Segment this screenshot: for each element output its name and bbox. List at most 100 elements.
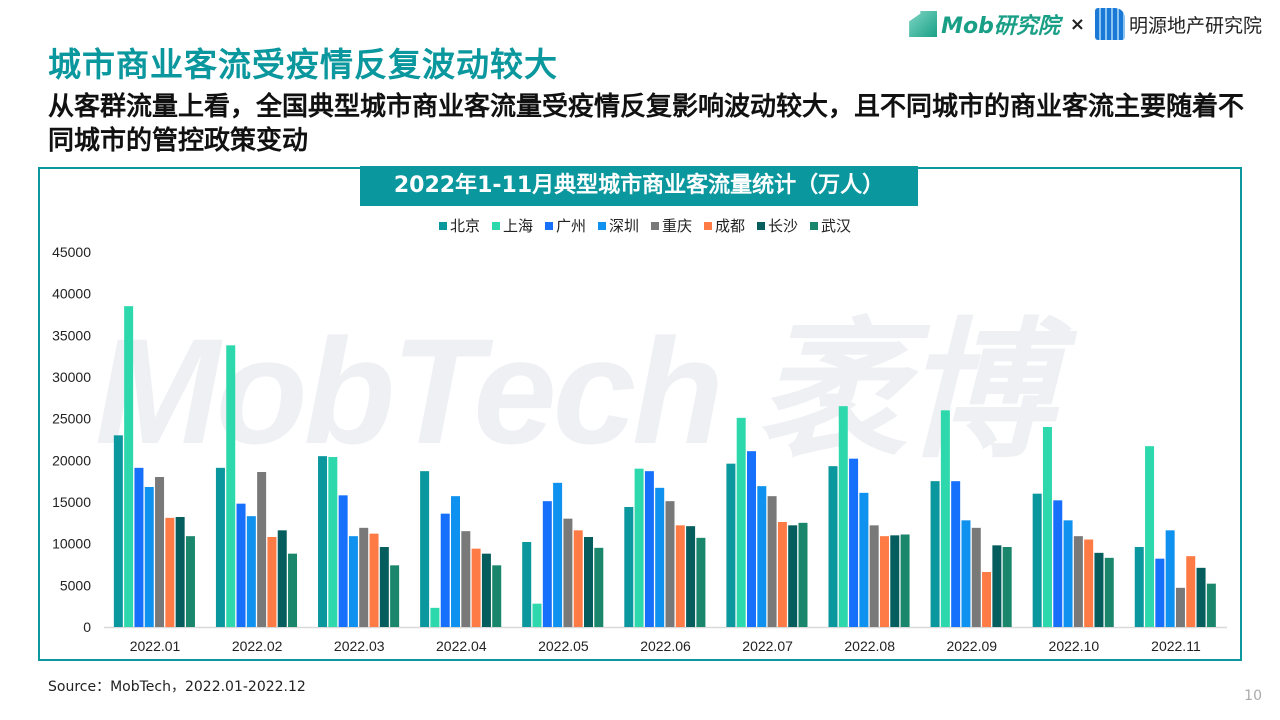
- legend-label: 上海: [502, 217, 533, 235]
- legend-swatch: [438, 221, 447, 230]
- legend-label: 重庆: [662, 217, 693, 235]
- legend-item: 上海: [491, 215, 533, 236]
- bar-广州: [746, 451, 756, 627]
- legend-label: 武汉: [821, 217, 852, 235]
- bar-深圳: [961, 520, 971, 627]
- bar-上海: [1042, 427, 1052, 627]
- y-tick-label: 0: [83, 619, 91, 635]
- bar-北京: [318, 456, 328, 627]
- bar-重庆: [1073, 536, 1083, 627]
- legend-item: 重庆: [651, 215, 692, 236]
- bar-广州: [542, 501, 552, 627]
- page-number: 10: [1244, 688, 1262, 704]
- legend-swatch: [491, 221, 500, 230]
- bar-北京: [1134, 547, 1144, 627]
- bar-武汉: [288, 553, 298, 627]
- x-tick-label: 2022.02: [232, 638, 283, 654]
- bar-上海: [226, 345, 236, 627]
- legend-label: 深圳: [608, 217, 639, 235]
- bar-长沙: [481, 553, 491, 627]
- bar-北京: [1032, 493, 1042, 627]
- bar-上海: [736, 417, 746, 627]
- x-tick-label: 2022.04: [436, 638, 487, 654]
- legend-item: 成都: [704, 215, 745, 236]
- legend-label: 成都: [715, 217, 746, 235]
- bar-武汉: [900, 534, 910, 627]
- bar-重庆: [563, 518, 573, 627]
- bar-广州: [644, 471, 654, 627]
- bar-重庆: [257, 472, 267, 627]
- bar-北京: [726, 463, 736, 627]
- bar-广州: [951, 481, 961, 627]
- bar-上海: [1145, 446, 1155, 627]
- bar-成都: [369, 533, 379, 627]
- bar-成都: [267, 537, 277, 627]
- y-tick-label: 20000: [52, 452, 91, 468]
- bar-重庆: [1175, 587, 1185, 627]
- bar-北京: [420, 471, 430, 627]
- logo-separator: ×: [1069, 13, 1085, 35]
- bar-成都: [879, 536, 889, 627]
- bar-重庆: [461, 531, 471, 627]
- bar-武汉: [798, 522, 808, 627]
- mob-logo-text: Mob研究院: [941, 14, 1060, 39]
- bar-成都: [982, 572, 992, 627]
- bar-成都: [165, 517, 175, 627]
- legend-label: 长沙: [768, 217, 799, 235]
- bar-重庆: [359, 527, 369, 627]
- bar-重庆: [767, 496, 777, 627]
- bar-武汉: [594, 547, 604, 627]
- bar-北京: [828, 466, 838, 627]
- bar-广州: [849, 458, 859, 627]
- y-tick-label: 30000: [52, 369, 91, 385]
- legend-swatch: [810, 221, 819, 230]
- y-tick-label: 25000: [52, 411, 91, 427]
- bar-上海: [124, 306, 134, 627]
- bar-重庆: [971, 527, 981, 627]
- bar-北京: [215, 467, 225, 627]
- bar-武汉: [1104, 557, 1114, 627]
- bar-北京: [624, 507, 634, 627]
- bar-长沙: [1094, 552, 1104, 627]
- bar-上海: [430, 607, 440, 627]
- page-title: 城市商业客流受疫情反复波动较大: [48, 45, 558, 84]
- y-tick-label: 10000: [52, 536, 91, 552]
- bar-上海: [940, 410, 950, 627]
- y-tick-label: 45000: [52, 244, 91, 260]
- bar-武汉: [696, 537, 706, 627]
- bar-成都: [573, 530, 583, 627]
- bar-深圳: [348, 536, 358, 627]
- legend-swatch: [651, 221, 659, 230]
- legend-item: 长沙: [757, 215, 798, 236]
- bar-长沙: [379, 547, 389, 627]
- y-tick-label: 5000: [60, 577, 91, 593]
- bar-长沙: [788, 525, 798, 627]
- bar-重庆: [665, 501, 675, 627]
- bar-长沙: [890, 535, 900, 627]
- mob-logo: Mob研究院: [909, 8, 1060, 40]
- partner-logo-text: 明源地产研究院: [1128, 14, 1262, 37]
- bar-长沙: [584, 537, 594, 627]
- source-note: Source：MobTech，2022.01-2022.12: [48, 679, 306, 695]
- x-tick-label: 2022.01: [130, 638, 181, 654]
- bar-北京: [522, 542, 532, 627]
- x-tick-label: 2022.11: [1151, 638, 1201, 654]
- bar-重庆: [869, 525, 879, 627]
- legend-swatch: [544, 221, 553, 230]
- bar-深圳: [1063, 520, 1073, 627]
- bar-深圳: [451, 496, 461, 627]
- legend-swatch: [597, 221, 606, 230]
- bar-长沙: [175, 517, 185, 627]
- y-tick-label: 35000: [52, 327, 91, 343]
- x-tick-label: 2022.09: [946, 638, 997, 654]
- bar-北京: [113, 435, 123, 627]
- bar-深圳: [859, 492, 869, 627]
- bar-成都: [777, 522, 787, 627]
- watermark: MobTech 袤博: [95, 307, 1053, 475]
- bar-广州: [134, 467, 144, 627]
- page-subtitle: 从客群流量上看，全国典型城市商业客流量受疫情反复影响波动较大，且不同城市的商业客…: [48, 92, 1245, 156]
- legend-label: 北京: [449, 217, 480, 235]
- legend-item: 广州: [544, 215, 586, 236]
- legend-item: 深圳: [597, 215, 639, 236]
